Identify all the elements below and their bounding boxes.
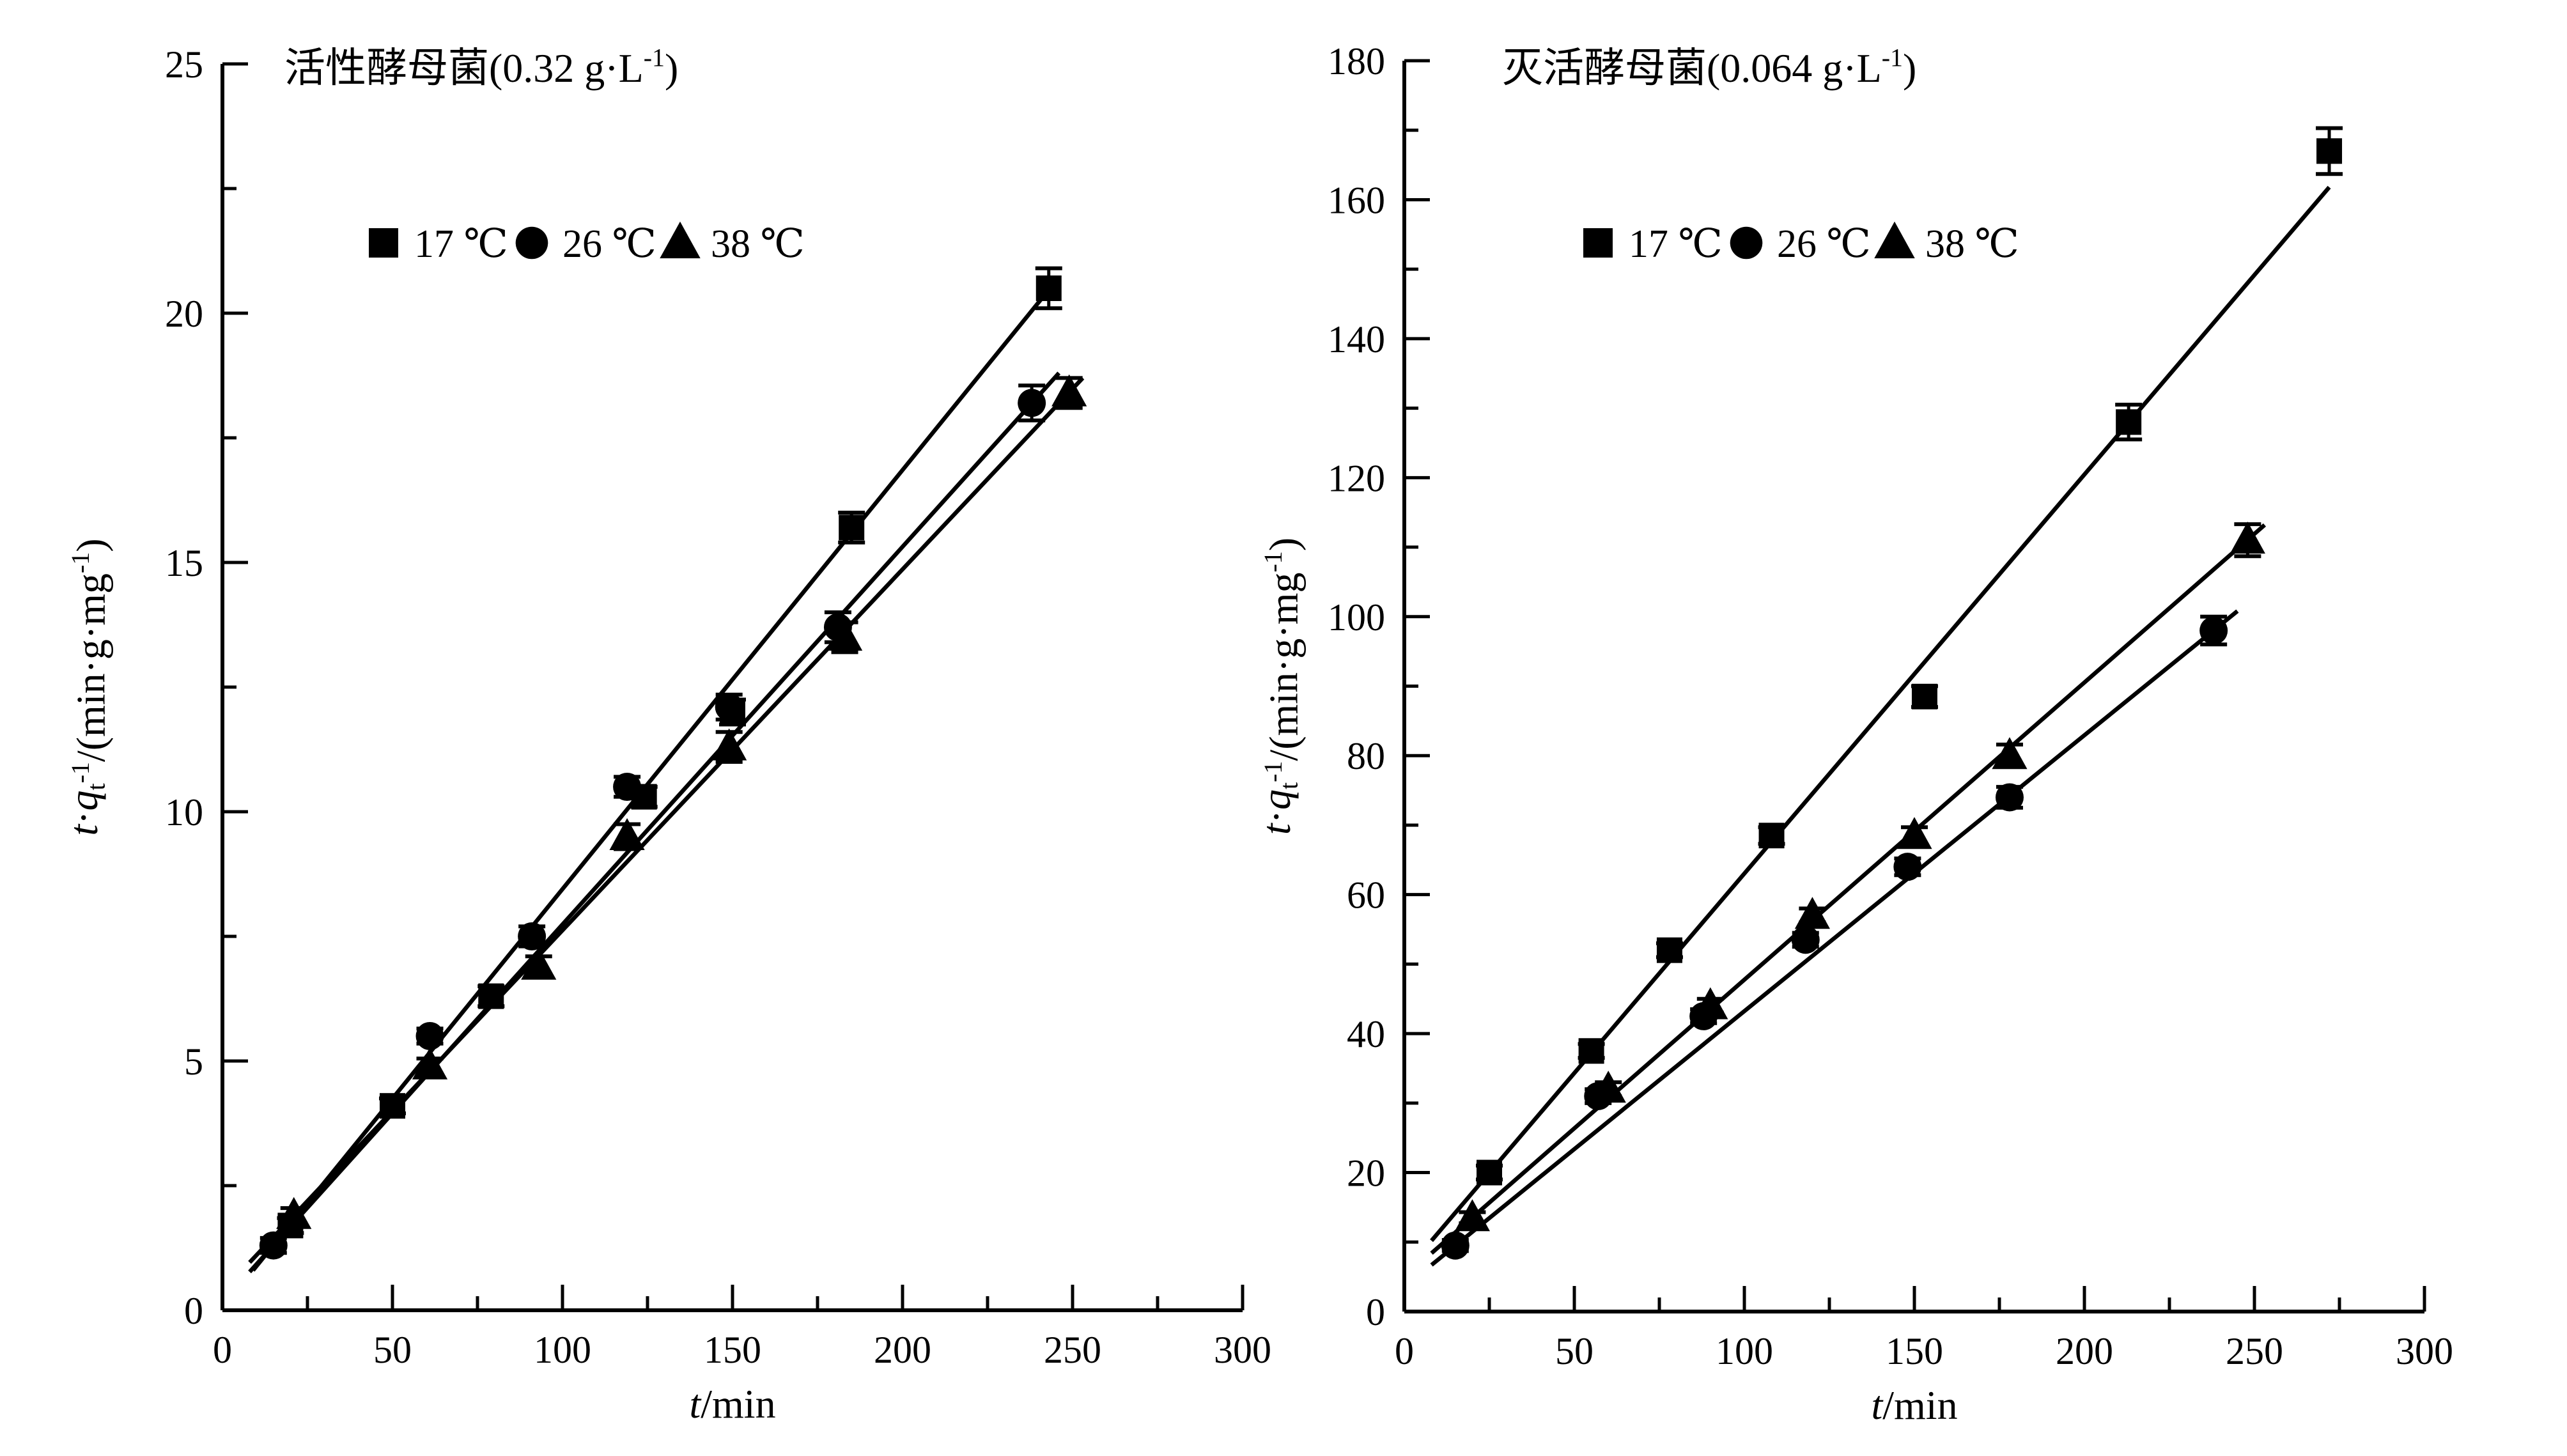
- panel-title: 灭活酵母菌(0.064 g·L-1): [1502, 43, 1916, 91]
- fit-line-triangle: [248, 376, 1085, 1264]
- data-point-triangle: [1693, 987, 1728, 1019]
- legend-marker-triangle: [660, 221, 701, 259]
- panel-title: 活性酵母菌(0.32 g·L-1): [284, 43, 678, 91]
- data-point-triangle: [412, 1047, 448, 1080]
- fit-line-circle: [1430, 609, 2239, 1267]
- data-point-triangle: [1051, 374, 1087, 407]
- data-point-circle: [1791, 925, 1820, 954]
- data-point-square: [1656, 937, 1682, 963]
- y-axis-label: t·qt-1/(min·g·mg-1): [61, 538, 114, 835]
- data-point-circle: [1995, 783, 2024, 812]
- data-point-circle: [715, 693, 743, 722]
- x-tick-label: 50: [373, 1329, 412, 1371]
- data-point-square: [1035, 275, 1062, 301]
- x-tick-label: 200: [2056, 1330, 2113, 1372]
- data-point-square: [1477, 1159, 1502, 1186]
- legend-marker-square: [1583, 228, 1613, 258]
- legend-label: 17 ℃: [1629, 222, 1723, 266]
- data-point-square: [1578, 1038, 1604, 1064]
- y-tick-label: 5: [184, 1041, 203, 1083]
- legend-label: 38 ℃: [711, 222, 805, 266]
- x-tick-label: 150: [1886, 1330, 1943, 1372]
- fit-line-circle: [248, 371, 1061, 1274]
- data-point-triangle: [1896, 817, 1932, 849]
- y-tick-label: 140: [1328, 318, 1385, 360]
- y-tick-label: 40: [1347, 1013, 1385, 1055]
- y-tick-label: 10: [165, 791, 203, 833]
- legend-label: 38 ℃: [1925, 222, 2019, 266]
- data-point-triangle: [609, 818, 645, 850]
- x-tick-label: 300: [2396, 1330, 2453, 1372]
- x-tick-label: 100: [1716, 1330, 1773, 1372]
- y-tick-label: 20: [1347, 1152, 1385, 1195]
- data-point-triangle: [826, 619, 863, 651]
- legend-marker-circle: [515, 226, 548, 259]
- data-point-square: [1758, 823, 1785, 849]
- y-tick-label: 20: [165, 293, 203, 335]
- legend-marker-square: [369, 228, 398, 258]
- fit-line-square: [1430, 185, 2331, 1243]
- data-point-square: [2116, 409, 2142, 435]
- x-tick-label: 250: [2226, 1330, 2283, 1372]
- y-axis-label: t·qt-1/(min·g·mg-1): [1253, 538, 1307, 835]
- data-point-triangle: [711, 728, 747, 761]
- legend-label: 17 ℃: [414, 222, 508, 266]
- data-point-circle: [1018, 389, 1046, 417]
- data-point-triangle: [521, 947, 557, 980]
- x-tick-label: 100: [534, 1329, 591, 1371]
- data-point-triangle: [2230, 522, 2265, 554]
- legend-label: 26 ℃: [562, 222, 656, 266]
- x-axis-label: t/min: [1871, 1382, 1957, 1428]
- y-tick-label: 0: [1366, 1291, 1385, 1333]
- data-point-triangle: [276, 1197, 312, 1229]
- x-tick-label: 50: [1555, 1330, 1594, 1372]
- data-point-circle: [1441, 1231, 1470, 1260]
- y-tick-label: 80: [1347, 735, 1385, 777]
- y-tick-label: 120: [1328, 457, 1385, 499]
- data-point-triangle: [1794, 897, 1830, 929]
- y-tick-label: 180: [1328, 40, 1385, 82]
- fit-line-triangle: [1430, 523, 2267, 1255]
- y-tick-label: 160: [1328, 179, 1385, 221]
- y-tick-label: 25: [165, 43, 203, 86]
- data-point-triangle: [1590, 1071, 1626, 1103]
- data-point-square: [1911, 683, 1937, 709]
- data-point-square: [478, 983, 504, 1009]
- data-point-circle: [1893, 853, 1922, 881]
- y-tick-label: 60: [1347, 874, 1385, 917]
- x-tick-label: 0: [1395, 1330, 1414, 1372]
- x-tick-label: 0: [213, 1329, 232, 1371]
- data-point-circle: [518, 922, 547, 950]
- y-tick-label: 15: [165, 542, 203, 584]
- data-point-circle: [259, 1231, 288, 1260]
- data-point-circle: [2199, 616, 2228, 645]
- data-point-square: [2316, 138, 2343, 164]
- x-tick-label: 250: [1044, 1329, 1101, 1371]
- data-point-triangle: [1992, 737, 2028, 770]
- legend-label: 26 ℃: [1777, 222, 1871, 266]
- x-tick-label: 200: [874, 1329, 931, 1371]
- x-axis-label: t/min: [689, 1381, 775, 1427]
- x-tick-label: 150: [704, 1329, 761, 1371]
- data-point-square: [380, 1093, 405, 1119]
- x-tick-label: 300: [1214, 1329, 1271, 1371]
- legend-marker-circle: [1730, 226, 1763, 259]
- y-tick-label: 100: [1328, 596, 1385, 639]
- y-tick-label: 0: [184, 1290, 203, 1332]
- legend-marker-triangle: [1874, 221, 1915, 259]
- data-point-circle: [613, 773, 642, 801]
- data-point-circle: [415, 1022, 444, 1050]
- data-point-square: [839, 515, 865, 541]
- data-point-triangle: [1454, 1199, 1490, 1232]
